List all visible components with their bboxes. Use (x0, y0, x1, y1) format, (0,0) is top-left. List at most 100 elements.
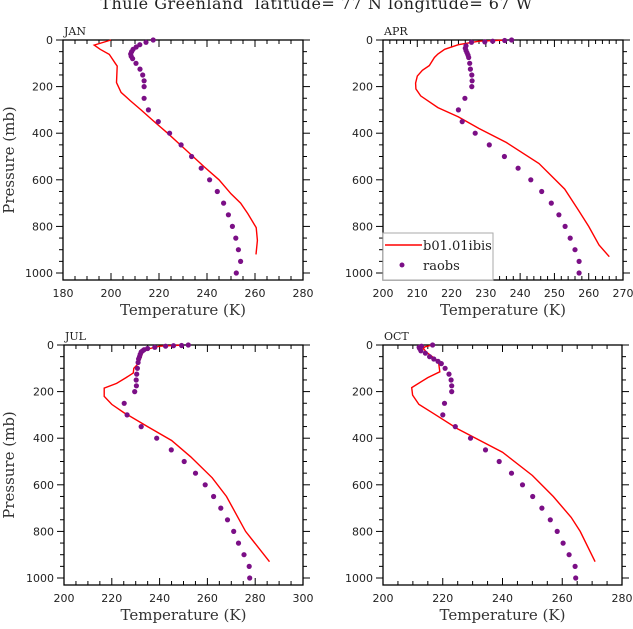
x-axis-title: Temperature (K) (440, 301, 566, 319)
obs-point (496, 458, 502, 465)
legend-label-model: b01.01ibis (423, 239, 492, 254)
y-tick-label: 400 (32, 127, 53, 140)
obs-point (152, 344, 158, 350)
obs-point (155, 119, 161, 125)
y-axis-title: Pressure (mb) (0, 411, 18, 519)
x-tick-label: 200 (373, 287, 394, 300)
panel-jul: JUL 200 220 240 260 280 300 Temperature (K) 0 200… (0, 330, 314, 624)
obs-point (567, 235, 573, 241)
y-tick-label: 200 (32, 81, 53, 94)
obs-point (163, 343, 169, 349)
obs-point (247, 575, 253, 581)
y-tick-label: 600 (352, 174, 373, 187)
obs-point (141, 84, 147, 90)
panel-label: OCT (384, 330, 409, 343)
x-tick-label: 300 (293, 592, 314, 605)
obs-point (214, 188, 220, 195)
x-tick-label: 270 (613, 287, 633, 300)
obs-point (246, 563, 252, 570)
obs-point (440, 412, 446, 418)
series-line-model (103, 344, 271, 563)
obs-point (430, 342, 436, 348)
obs-point (466, 54, 472, 61)
y-tick-label: 0 (366, 339, 373, 352)
x-axis-title: Temperature (K) (440, 606, 566, 624)
plot-frame (382, 344, 623, 586)
y-tick-label: 800 (352, 220, 373, 233)
chart-title: Thule Greenland latitude= 77 N longitude… (100, 0, 533, 13)
obs-point (530, 493, 536, 500)
x-tick-label: 260 (578, 287, 599, 300)
obs-point (539, 188, 545, 195)
obs-point (134, 371, 140, 377)
obs-point (229, 223, 235, 229)
obs-point (462, 95, 468, 101)
obs-point (562, 223, 568, 229)
obs-point (469, 84, 475, 90)
y-tick-label: 1000 (345, 572, 373, 585)
y-tick-label: 800 (33, 525, 54, 538)
y-tick-label: 1000 (26, 572, 54, 585)
obs-point (431, 356, 437, 362)
x-tick-label: 200 (101, 287, 122, 300)
obs-point (519, 482, 526, 488)
obs-point (192, 470, 199, 476)
obs-point (528, 177, 534, 183)
obs-point (502, 37, 508, 44)
obs-point (452, 424, 458, 430)
x-tick-label: 230 (475, 287, 496, 300)
obs-point (501, 153, 507, 160)
obs-point (566, 552, 572, 558)
obs-point (211, 493, 217, 500)
x-tick-label: 250 (544, 287, 565, 300)
obs-point (418, 348, 424, 354)
x-tick-label: 240 (197, 287, 218, 300)
obs-point (490, 38, 496, 44)
obs-point (441, 400, 448, 406)
legend-marker-obs (399, 262, 405, 268)
panel-apr: APR 200 210 220 230 240 250 260 270 Temperature (… (345, 25, 633, 319)
obs-point (135, 359, 141, 366)
obs-point (150, 37, 156, 43)
y-tick-label: 1000 (345, 267, 373, 280)
obs-point (572, 247, 578, 253)
x-axis-title: Temperature (K) (121, 606, 247, 624)
series-line-model (414, 39, 610, 258)
obs-point (539, 505, 545, 511)
obs-point (233, 235, 239, 241)
y-tick-label: 1000 (25, 267, 53, 280)
obs-point (449, 389, 455, 395)
obs-point (235, 540, 242, 546)
obs-point (130, 56, 136, 62)
obs-point (509, 37, 515, 43)
y-tick-label: 400 (352, 432, 373, 445)
obs-point (576, 258, 582, 264)
series-line-model (92, 39, 259, 255)
x-tick-label: 280 (612, 592, 633, 605)
obs-point (225, 212, 231, 218)
series-line-model (410, 344, 596, 563)
x-tick-label: 280 (293, 287, 314, 300)
panel-label: JAN (63, 25, 86, 38)
obs-point (438, 361, 444, 367)
obs-point (556, 212, 562, 218)
x-tick-label: 220 (101, 592, 122, 605)
obs-point (170, 343, 177, 349)
obs-point (138, 424, 144, 430)
panel-jan: JAN 180 200 220 240 260 280 Temperature (K) 0 200… (0, 25, 314, 319)
y-tick-label: 0 (47, 339, 54, 352)
obs-point (154, 435, 160, 441)
obs-point (467, 66, 473, 72)
x-tick-label: 220 (149, 287, 170, 300)
y-tick-label: 200 (33, 386, 54, 399)
obs-point (179, 342, 185, 349)
x-tick-label: 210 (407, 287, 428, 300)
obs-point (233, 270, 239, 276)
x-axis-title: Temperature (K) (120, 301, 246, 319)
y-tick-label: 800 (352, 525, 373, 538)
obs-point (469, 72, 475, 78)
x-tick-label: 240 (510, 287, 531, 300)
obs-point (467, 435, 474, 441)
obs-point (238, 258, 244, 264)
obs-point (121, 400, 127, 406)
